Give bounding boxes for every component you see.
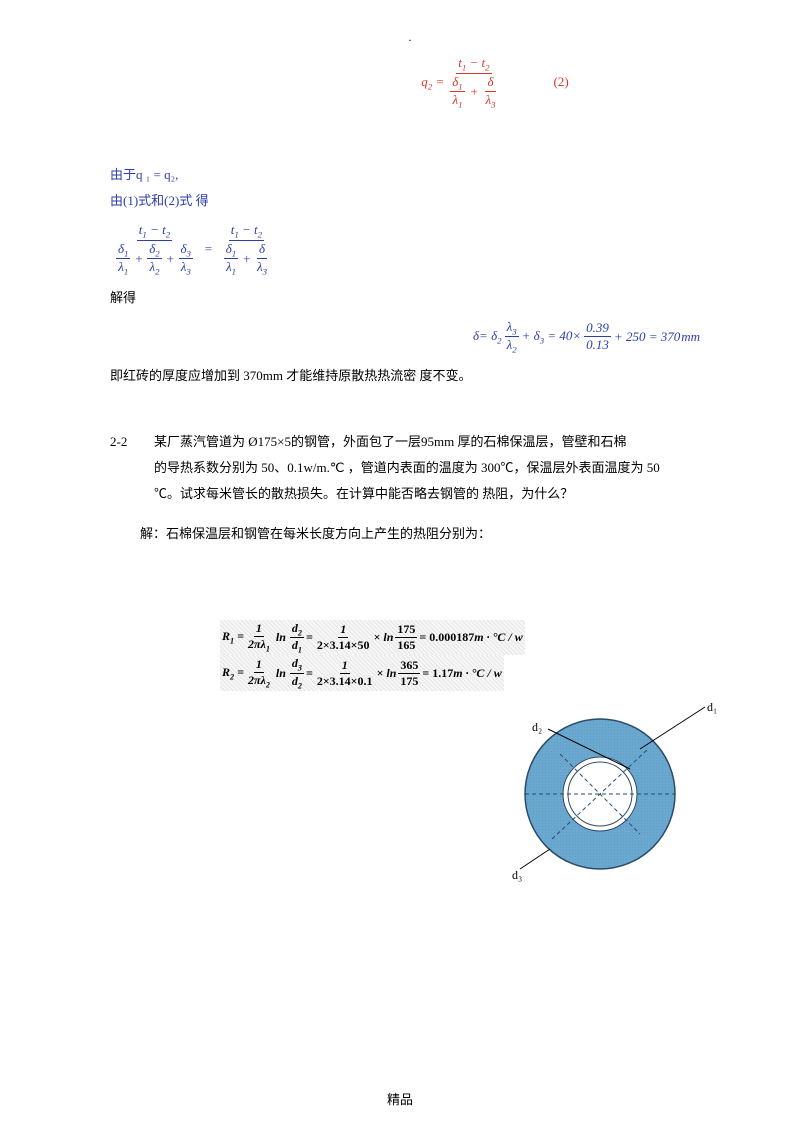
pipe-cross-section-icon: d₁ d₂ d₃ xyxy=(490,699,720,884)
problem-body-3: ℃。试求每米管长的散热损失。在计算中能否略去钢管的 热阻，为什么？ xyxy=(154,483,710,505)
eq2-numerator: t1 − t2 xyxy=(456,55,491,74)
conclusion: 即红砖的厚度应增加到 370mm 才能维持原散热热流密 度不变。 xyxy=(110,365,710,387)
condition-line-1: 由于q ₁ = q₂, xyxy=(110,164,710,186)
eq2-denominator: δ1λ1 + δλ3 xyxy=(446,74,501,110)
solve-label: 解得 xyxy=(110,287,710,309)
problem-number: 2-2 xyxy=(110,431,154,453)
page: . q2 = t1 − t2 δ1λ1 + δλ3 (2) 由于q ₁ = q₂… xyxy=(0,0,800,1132)
pipe-diagram: d₁ d₂ d₃ xyxy=(110,699,720,884)
d1-label: d₁ xyxy=(707,700,717,714)
equation-4: δ= δ2 λ3λ2 + δ3 = 40× 0.390.13 + 250 = 3… xyxy=(110,319,700,355)
condition-line-2: 由(1)式和(2)式 得 xyxy=(110,190,710,212)
eq2-main-frac: t1 − t2 δ1λ1 + δλ3 xyxy=(446,55,501,110)
eq3-right: t1 − t2 δ1λ1+ δλ3 xyxy=(220,222,273,277)
problem-body-1: 某厂蒸汽管道为 Ø175×5的钢管，外面包了一层95mm 厚的石棉保温层，管壁和… xyxy=(154,431,626,453)
d3-label: d₃ xyxy=(512,868,522,882)
r2-equation: R2 = 12πλ2 ln d3d2 = 12×3.14×0.1 × ln 36… xyxy=(220,655,504,691)
eq3-left: t1 − t2 δ1λ1+ δ2λ2+ δ3λ3 xyxy=(112,222,197,277)
header-dot: . xyxy=(110,30,710,45)
problem-body-2: 的导热系数分别为 50、0.1w/m.℃ ，管道内表面的温度为 300℃，保温层… xyxy=(154,457,710,479)
equation-3: t1 − t2 δ1λ1+ δ2λ2+ δ3λ3 = t1 − t2 δ1λ1+… xyxy=(110,222,710,277)
problem-2-2: 2-2 某厂蒸汽管道为 Ø175×5的钢管，外面包了一层95mm 厚的石棉保温层… xyxy=(110,431,710,505)
r-equations: R1 = 12πλ1 ln d2d1 = 12×3.14×50 × ln 175… xyxy=(220,620,710,692)
eq2-lhs: q2 = xyxy=(421,74,444,92)
d2-label: d₂ xyxy=(532,720,542,734)
solution-intro: 解：石棉保温层和钢管在每米长度方向上产生的热阻分别为： xyxy=(140,523,710,545)
r1-equation: R1 = 12πλ1 ln d2d1 = 12×3.14×50 × ln 175… xyxy=(220,620,525,656)
footer: 精品 xyxy=(0,1089,800,1108)
eq2-label: (2) xyxy=(554,74,569,90)
equation-2: q2 = t1 − t2 δ1λ1 + δλ3 (2) xyxy=(110,55,710,110)
